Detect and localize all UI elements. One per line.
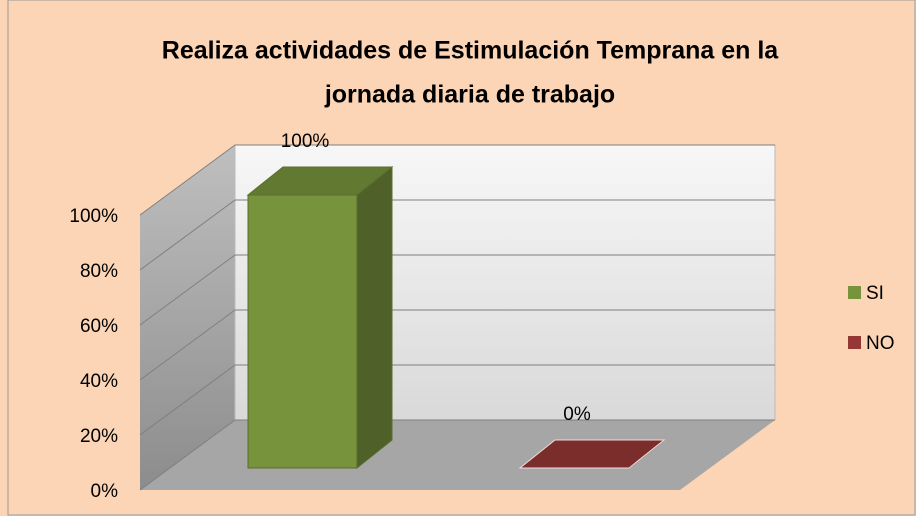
data-label: 100%	[281, 131, 330, 152]
legend-label: NO	[866, 333, 895, 354]
side-wall	[140, 145, 235, 490]
grid-line-side	[139, 364, 236, 436]
data-label: 0%	[563, 404, 591, 425]
y-tick-label: 40%	[80, 371, 118, 392]
legend-swatch	[848, 336, 861, 349]
chart-title: Realiza actividades de Estimulación Temp…	[162, 37, 780, 65]
y-tick-label: 60%	[80, 316, 118, 337]
floor	[140, 420, 775, 490]
legend-swatch	[848, 286, 861, 299]
grid-line-side	[139, 309, 236, 381]
bar-top	[246, 166, 394, 196]
bar	[247, 194, 358, 469]
frame	[7, 0, 916, 516]
grid-line-side	[139, 144, 236, 216]
grid-line-side	[139, 254, 236, 326]
legend-label: SI	[866, 283, 884, 304]
chart-subtitle: jornada diaria de trabajo	[324, 81, 615, 109]
grid-line-side	[139, 419, 236, 491]
grid-line-side	[139, 199, 236, 271]
y-tick-label: 80%	[80, 261, 118, 282]
y-tick-label: 0%	[91, 481, 119, 502]
y-tick-label: 100%	[69, 206, 118, 227]
bar-side	[356, 165, 393, 470]
bar-top	[518, 439, 666, 469]
y-tick-label: 20%	[80, 426, 118, 447]
